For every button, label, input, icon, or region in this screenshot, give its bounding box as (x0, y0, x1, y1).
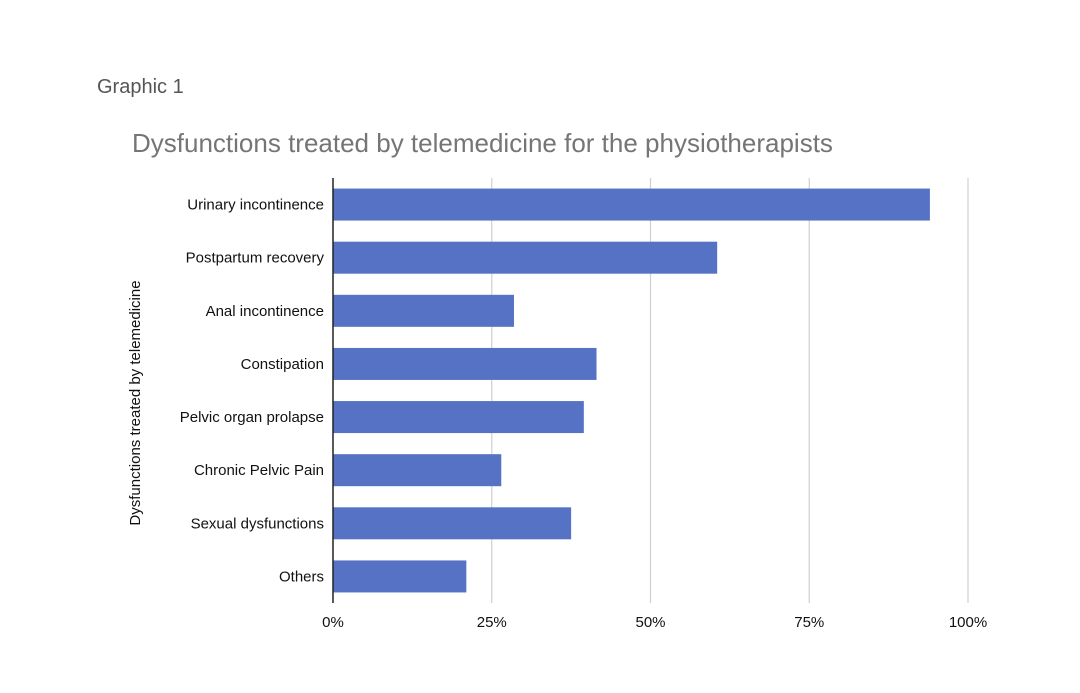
bar (333, 507, 572, 540)
bar (333, 188, 930, 221)
bar (333, 454, 502, 487)
x-tick-label: 100% (949, 614, 987, 631)
category-label: Chronic Pelvic Pain (194, 462, 324, 479)
figure-caption: Graphic 1 (97, 76, 184, 98)
x-tick-label: 25% (477, 614, 507, 631)
category-label: Constipation (241, 356, 324, 373)
category-labels: Urinary incontinence Postpartum recovery A… (180, 197, 325, 586)
bar (333, 401, 584, 434)
x-tick-label: 75% (794, 614, 824, 631)
category-label: Urinary incontinence (187, 197, 324, 214)
category-label: Postpartum recovery (186, 250, 325, 267)
bar (333, 294, 514, 327)
bars (333, 188, 930, 593)
category-label: Pelvic organ prolapse (180, 409, 324, 426)
category-label: Others (279, 568, 324, 585)
x-tick-labels: 0% 25% 50% 75% 100% (322, 614, 987, 631)
category-label: Sexual dysfunctions (191, 515, 324, 532)
bar (333, 560, 467, 593)
x-tick-label: 50% (635, 614, 665, 631)
chart-title: Dysfunctions treated by telemedicine for… (132, 128, 833, 158)
bar (333, 347, 597, 380)
y-axis-title: Dysfunctions treated by telemedicine (127, 280, 144, 525)
bar (333, 241, 718, 274)
x-tick-label: 0% (322, 614, 344, 631)
category-label: Anal incontinence (206, 303, 324, 320)
